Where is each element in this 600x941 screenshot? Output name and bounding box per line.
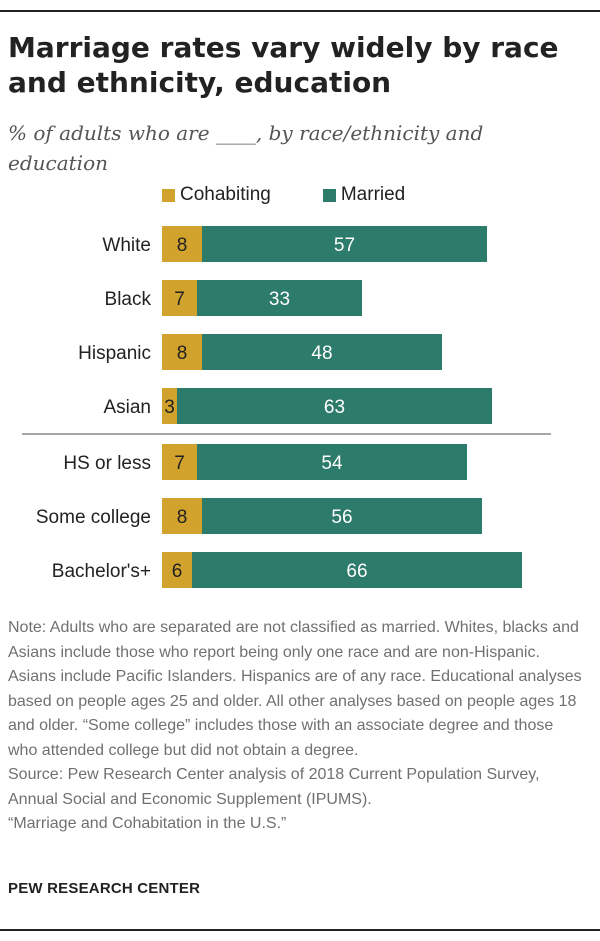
report-title: “Marriage and Cohabitation in the U.S.” (8, 815, 287, 832)
category-label-white: White (102, 235, 151, 256)
data-label-married-black: 33 (269, 289, 290, 310)
legend-swatch-married (322, 188, 336, 202)
category-label-asian: Asian (103, 397, 151, 418)
note-text: Note: Adults who are separated are not c… (8, 619, 582, 759)
bottom-rule (0, 929, 600, 931)
bar-married-asian (177, 388, 492, 424)
data-label-married-asian: 63 (324, 397, 345, 418)
data-label-cohabiting-asian: 3 (164, 397, 175, 418)
bar-married-hs-or-less (197, 444, 467, 480)
bar-cohabiting-black (162, 280, 197, 316)
data-label-married-hispanic: 48 (311, 343, 332, 364)
bar-cohabiting-asian (162, 388, 177, 424)
chart-title: Marriage rates vary widely by race and e… (8, 31, 559, 99)
legend-item-married: Married (322, 184, 406, 206)
data-label-cohabiting-bachelor-s: 6 (172, 561, 183, 582)
category-label-hs-or-less: HS or less (63, 453, 151, 474)
category-label-black: Black (105, 289, 152, 310)
category-label-some-college: Some college (36, 507, 151, 528)
bar-married-some-college (202, 498, 482, 534)
data-label-cohabiting-black: 7 (174, 289, 185, 310)
source-text: Source: Pew Research Center analysis of … (8, 766, 540, 808)
chart-legend: Cohabiting Married (162, 183, 457, 207)
data-label-married-bachelor-s: 66 (346, 561, 367, 582)
bar-cohabiting-white (162, 226, 202, 262)
legend-label-cohabiting: Cohabiting (180, 184, 271, 205)
bar-married-bachelor-s (192, 552, 522, 588)
data-label-cohabiting-white: 8 (177, 235, 188, 256)
legend-swatch-cohabiting (162, 188, 175, 202)
bar-cohabiting-hispanic (162, 334, 202, 370)
top-rule (0, 10, 600, 12)
bar-married-black (197, 280, 362, 316)
stacked-bar-chart: White 8 57 Black 7 33 Hispanic 8 48 Asian 3 63 HS or… (22, 226, 551, 588)
bar-married-hispanic (202, 334, 442, 370)
chart-notes: Note: Adults who are separated are not c… (8, 616, 583, 837)
data-label-cohabiting-hs-or-less: 7 (174, 453, 185, 474)
data-label-married-white: 57 (334, 235, 355, 256)
bar-cohabiting-hs-or-less (162, 444, 197, 480)
bar-married-white (202, 226, 487, 262)
bar-cohabiting-some-college (162, 498, 202, 534)
bar-cohabiting-bachelor-s (162, 552, 192, 588)
legend-label-married: Married (340, 184, 406, 205)
data-label-married-some-college: 56 (331, 507, 352, 528)
chart-subtitle: % of adults who are ____, by race/ethnic… (8, 121, 484, 175)
category-label-bachelor-s: Bachelor's+ (52, 561, 151, 582)
legend-item-cohabiting: Cohabiting (162, 184, 271, 206)
data-label-cohabiting-some-college: 8 (177, 507, 188, 528)
footer-brand: PEW RESEARCH CENTER (8, 880, 201, 897)
data-label-married-hs-or-less: 54 (321, 453, 343, 474)
data-label-cohabiting-hispanic: 8 (177, 343, 188, 364)
category-label-hispanic: Hispanic (78, 343, 151, 364)
